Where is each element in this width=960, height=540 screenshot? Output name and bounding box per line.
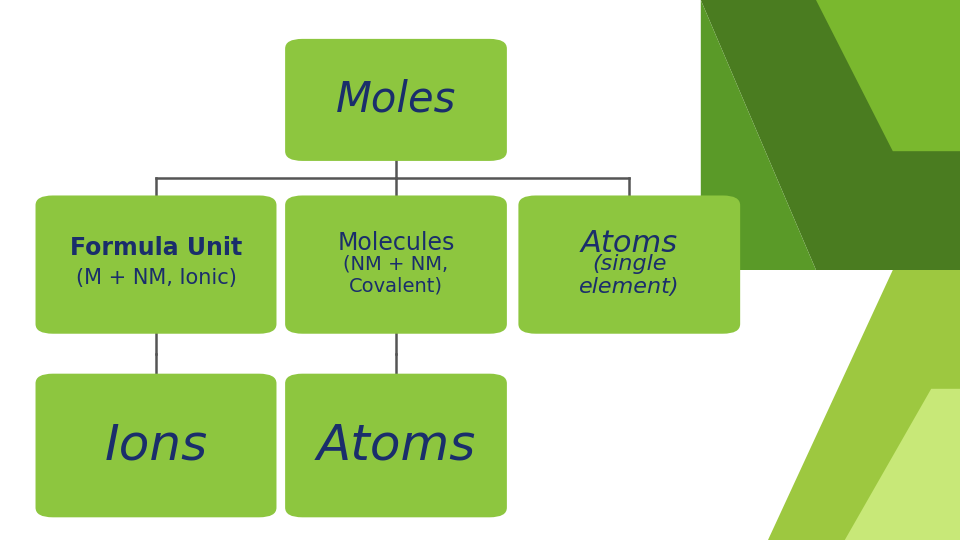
Text: Molecules: Molecules: [337, 231, 455, 255]
Polygon shape: [845, 389, 960, 540]
Text: Formula Unit: Formula Unit: [70, 237, 242, 260]
Polygon shape: [816, 0, 960, 151]
Text: Ions: Ions: [105, 422, 207, 469]
Text: Atoms: Atoms: [317, 422, 475, 469]
Polygon shape: [768, 270, 960, 540]
FancyBboxPatch shape: [285, 195, 507, 334]
Text: (M + NM, Ionic): (M + NM, Ionic): [76, 268, 236, 288]
FancyBboxPatch shape: [36, 195, 276, 334]
FancyBboxPatch shape: [518, 195, 740, 334]
FancyBboxPatch shape: [285, 374, 507, 517]
Text: (single
element): (single element): [579, 254, 680, 297]
FancyBboxPatch shape: [36, 374, 276, 517]
Text: Moles: Moles: [336, 79, 456, 121]
Polygon shape: [701, 0, 816, 270]
Text: (NM + NM,
Covalent): (NM + NM, Covalent): [344, 255, 448, 296]
Polygon shape: [701, 0, 960, 270]
FancyBboxPatch shape: [285, 39, 507, 161]
Text: Atoms: Atoms: [581, 228, 678, 258]
